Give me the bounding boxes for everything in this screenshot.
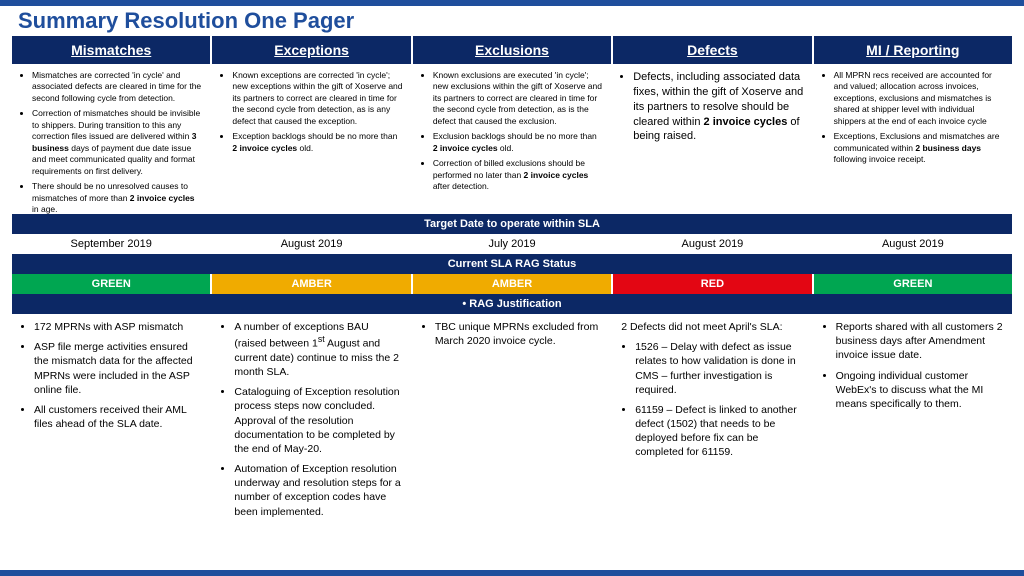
desc-row: Mismatches are corrected 'in cycle' and … bbox=[0, 64, 1024, 214]
rag-cell: RED bbox=[613, 274, 811, 294]
date-row: September 2019August 2019July 2019August… bbox=[0, 234, 1024, 254]
page-title: Summary Resolution One Pager bbox=[0, 6, 1024, 36]
col-header: Mismatches bbox=[12, 36, 210, 64]
col-just: TBC unique MPRNs excluded from March 202… bbox=[413, 314, 611, 524]
just-row: 172 MPRNs with ASP mismatchASP file merg… bbox=[0, 314, 1024, 524]
col-header: MI / Reporting bbox=[814, 36, 1012, 64]
date-cell: July 2019 bbox=[413, 234, 611, 254]
date-cell: August 2019 bbox=[814, 234, 1012, 254]
col-just: Reports shared with all customers 2 busi… bbox=[814, 314, 1012, 524]
rag-cell: AMBER bbox=[212, 274, 410, 294]
col-header: Exceptions bbox=[212, 36, 410, 64]
col-header: Defects bbox=[613, 36, 811, 64]
date-cell: August 2019 bbox=[212, 234, 410, 254]
col-header: Exclusions bbox=[413, 36, 611, 64]
rag-cell: GREEN bbox=[814, 274, 1012, 294]
header-row: MismatchesExceptionsExclusionsDefectsMI … bbox=[0, 36, 1024, 64]
col-just: A number of exceptions BAU (raised betwe… bbox=[212, 314, 410, 524]
band-rag: Current SLA RAG Status bbox=[12, 254, 1012, 274]
rag-cell: AMBER bbox=[413, 274, 611, 294]
rag-cell: GREEN bbox=[12, 274, 210, 294]
col-just: 172 MPRNs with ASP mismatchASP file merg… bbox=[12, 314, 210, 524]
rag-row: GREENAMBERAMBERREDGREEN bbox=[0, 274, 1024, 294]
band-target: Target Date to operate within SLA bbox=[12, 214, 1012, 234]
col-just: 2 Defects did not meet April's SLA:1526 … bbox=[613, 314, 811, 524]
bottom-bar bbox=[0, 570, 1024, 576]
col-desc: Known exceptions are corrected 'in cycle… bbox=[212, 64, 410, 214]
col-desc: Known exclusions are executed 'in cycle'… bbox=[413, 64, 611, 214]
date-cell: August 2019 bbox=[613, 234, 811, 254]
col-desc: All MPRN recs received are accounted for… bbox=[814, 64, 1012, 214]
col-desc: Defects, including associated data fixes… bbox=[613, 64, 811, 214]
band-just: • RAG Justification bbox=[12, 294, 1012, 314]
date-cell: September 2019 bbox=[12, 234, 210, 254]
col-desc: Mismatches are corrected 'in cycle' and … bbox=[12, 64, 210, 214]
